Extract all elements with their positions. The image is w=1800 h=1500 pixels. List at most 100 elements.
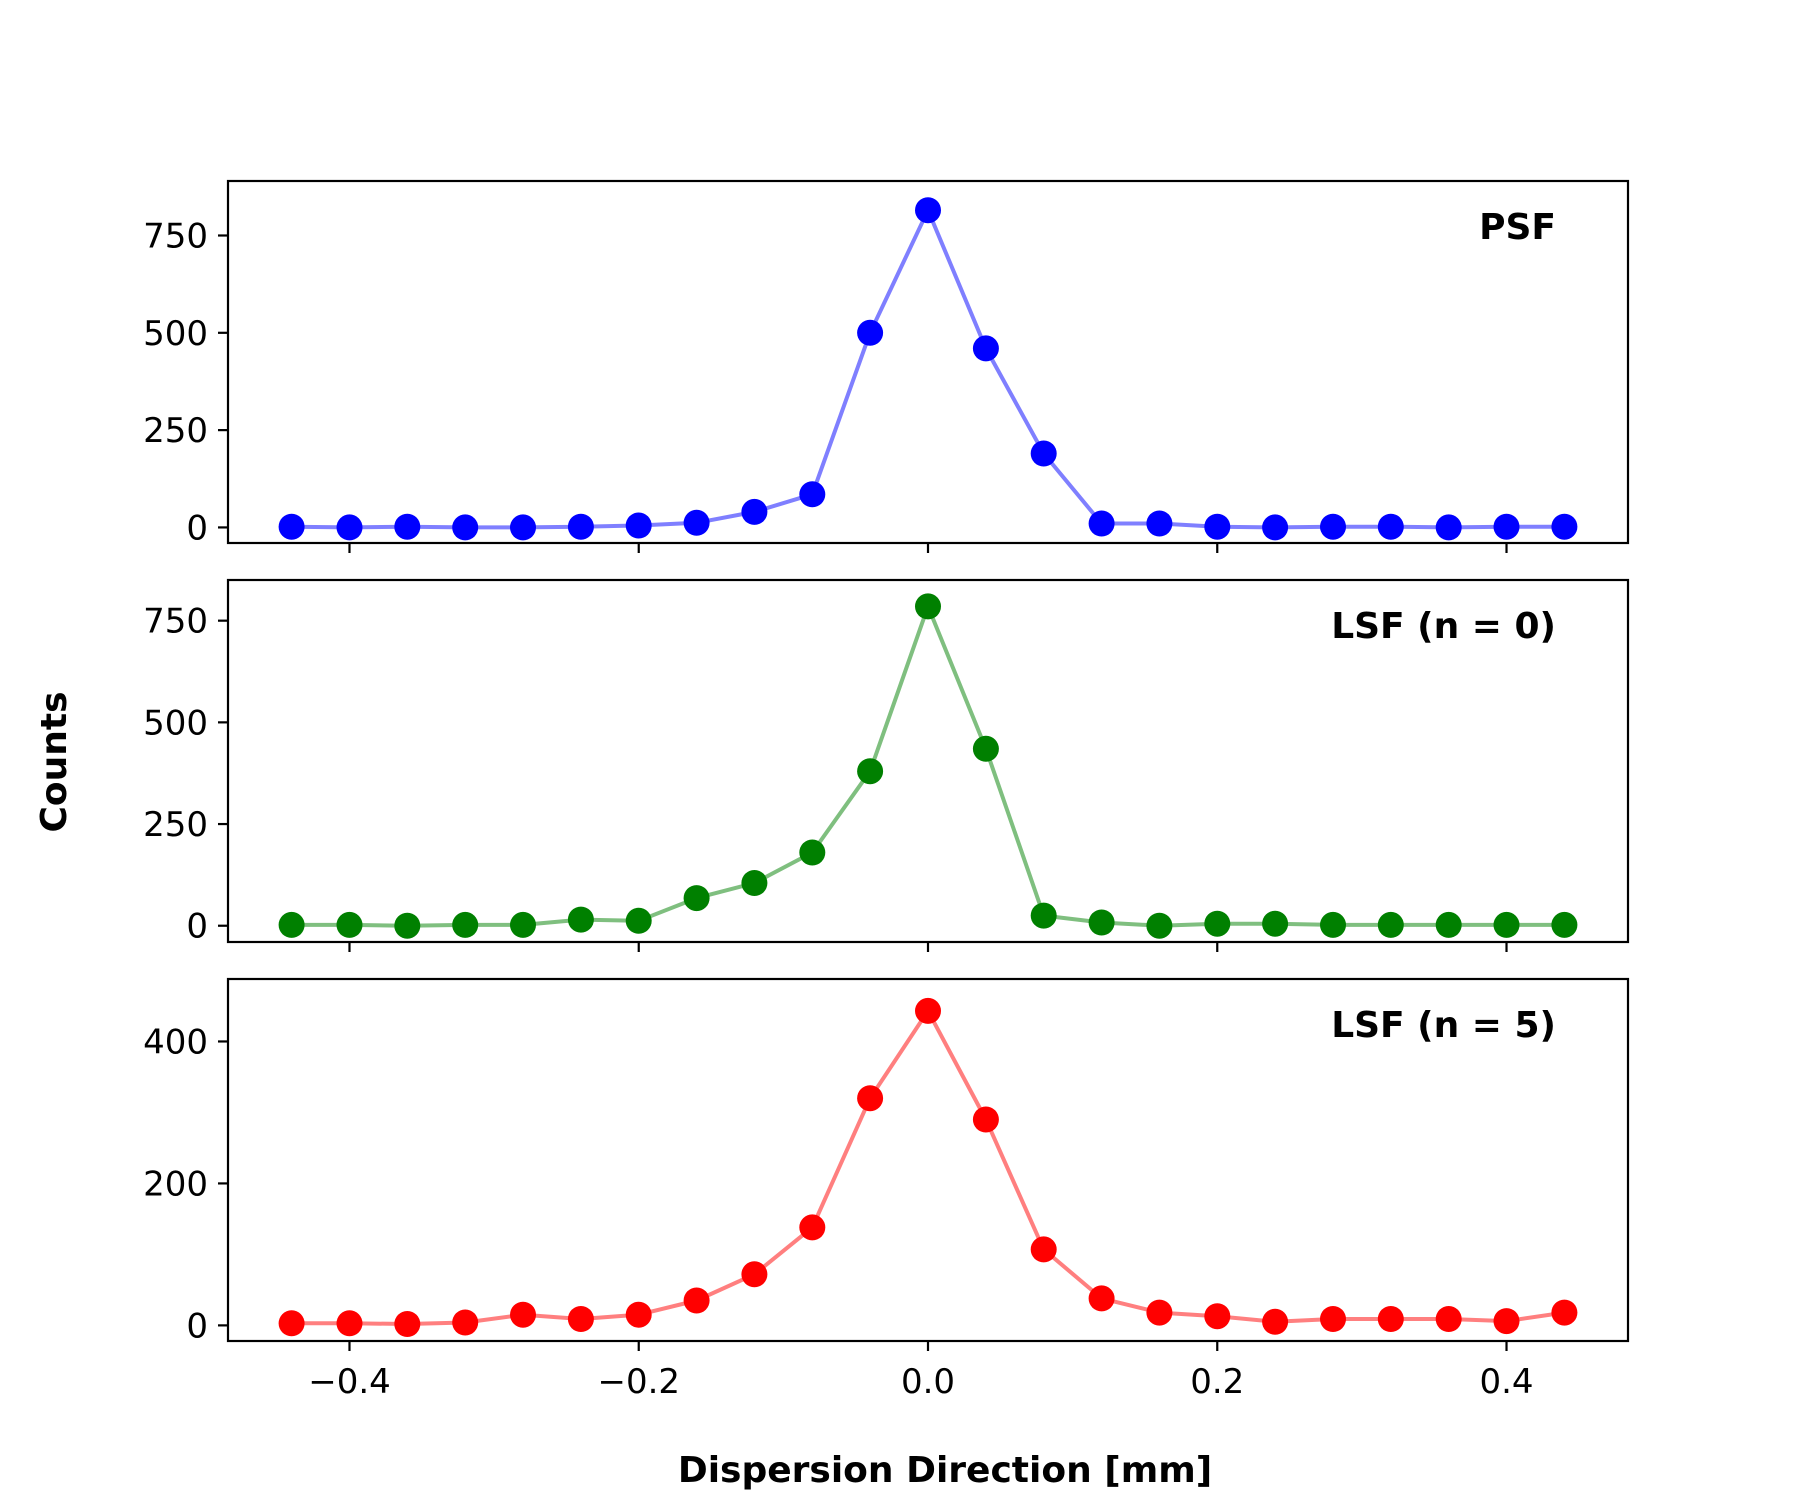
data-point bbox=[683, 509, 710, 536]
data-point bbox=[278, 1310, 305, 1337]
y-tick-labels-lsf-n5: 0 200 400 bbox=[143, 1022, 208, 1346]
data-point bbox=[1030, 902, 1057, 929]
data-point bbox=[452, 1309, 479, 1336]
data-point bbox=[1204, 1303, 1231, 1330]
data-point bbox=[741, 1261, 768, 1288]
data-point bbox=[857, 758, 884, 785]
x-tick-label: 0.2 bbox=[1190, 1362, 1244, 1402]
data-point bbox=[510, 1301, 536, 1328]
data-point bbox=[915, 197, 941, 224]
data-point bbox=[1377, 911, 1404, 938]
data-point bbox=[394, 912, 421, 939]
data-point bbox=[567, 1306, 594, 1332]
data-point bbox=[1435, 514, 1462, 541]
data-point bbox=[799, 839, 826, 866]
y-tick-label: 500 bbox=[143, 703, 208, 743]
series-line bbox=[291, 1008, 1565, 1326]
axes-frame bbox=[226, 179, 1630, 545]
data-point bbox=[972, 1106, 999, 1133]
y-tick-label: 0 bbox=[186, 1306, 208, 1346]
y-tick-labels-psf: 0 250 500 750 bbox=[143, 216, 208, 548]
y-axis-title: Counts bbox=[34, 691, 75, 832]
data-point bbox=[567, 906, 594, 933]
data-point bbox=[336, 1310, 363, 1337]
panel-0 bbox=[218, 179, 1630, 553]
data-point bbox=[741, 870, 768, 896]
data-point bbox=[915, 997, 941, 1024]
panel-label-lsf-n5: LSF (n = 5) bbox=[1331, 1005, 1556, 1046]
data-point bbox=[278, 911, 305, 938]
data-point bbox=[1030, 1236, 1057, 1263]
data-point bbox=[625, 907, 652, 934]
data-point bbox=[1204, 513, 1231, 540]
data-point bbox=[972, 335, 999, 362]
y-tick-label: 750 bbox=[143, 602, 208, 642]
data-point bbox=[972, 735, 999, 762]
y-tick-label: 250 bbox=[143, 411, 208, 451]
data-point bbox=[1435, 911, 1462, 938]
data-point bbox=[1262, 1308, 1289, 1335]
data-point bbox=[625, 512, 652, 539]
series-line bbox=[291, 208, 1565, 530]
data-point bbox=[857, 1085, 884, 1112]
y-tick-label: 250 bbox=[143, 805, 208, 845]
data-point bbox=[1320, 513, 1346, 540]
data-point bbox=[1320, 911, 1346, 938]
data-point bbox=[1435, 1306, 1462, 1332]
data-point bbox=[1493, 1308, 1520, 1335]
data-point bbox=[1493, 911, 1520, 938]
y-tick-label: 0 bbox=[186, 907, 208, 947]
y-tick-labels-lsf-n0: 0 250 500 750 bbox=[143, 602, 208, 947]
data-point bbox=[510, 514, 536, 541]
x-axis-title: Dispersion Direction [mm] bbox=[678, 1450, 1212, 1491]
data-point bbox=[1377, 1306, 1404, 1332]
data-point bbox=[683, 885, 710, 912]
panel-label-psf: PSF bbox=[1479, 207, 1556, 248]
y-tick-label: 500 bbox=[143, 314, 208, 354]
data-point bbox=[1204, 910, 1231, 937]
data-point bbox=[1320, 1306, 1346, 1332]
data-point bbox=[857, 319, 884, 346]
data-point bbox=[278, 513, 305, 540]
data-point bbox=[452, 514, 479, 541]
data-point bbox=[1030, 440, 1057, 467]
x-tick-label: −0.4 bbox=[308, 1362, 391, 1402]
data-point bbox=[1146, 912, 1173, 939]
data-point bbox=[683, 1287, 710, 1314]
panel-1 bbox=[218, 578, 1630, 952]
x-tick-label: 0.0 bbox=[901, 1362, 955, 1402]
data-point bbox=[1262, 910, 1289, 937]
data-point bbox=[336, 514, 363, 541]
data-point bbox=[1146, 510, 1173, 537]
data-point bbox=[394, 1311, 421, 1337]
panel-label-lsf-n0: LSF (n = 0) bbox=[1331, 606, 1556, 647]
data-point bbox=[452, 911, 479, 938]
data-point bbox=[1146, 1299, 1173, 1326]
data-point bbox=[394, 513, 421, 540]
data-point bbox=[510, 911, 536, 938]
data-point bbox=[1088, 510, 1115, 537]
y-tick-label: 0 bbox=[186, 508, 208, 548]
data-point bbox=[915, 593, 941, 620]
y-tick-label: 200 bbox=[143, 1164, 208, 1204]
data-point bbox=[1493, 513, 1520, 540]
y-tick-label: 400 bbox=[143, 1022, 208, 1062]
data-point bbox=[1262, 514, 1289, 541]
data-point bbox=[1377, 513, 1404, 540]
data-point bbox=[567, 513, 594, 540]
data-point bbox=[1551, 911, 1578, 938]
x-tick-labels: −0.4 −0.2 0.0 0.2 0.4 bbox=[308, 1362, 1533, 1402]
series-line bbox=[291, 604, 1565, 928]
y-tick-label: 750 bbox=[143, 216, 208, 256]
data-point bbox=[625, 1301, 652, 1328]
data-point bbox=[1551, 513, 1578, 540]
data-point bbox=[741, 498, 768, 525]
panel-2 bbox=[218, 977, 1630, 1351]
data-point bbox=[336, 911, 363, 938]
data-point bbox=[799, 481, 826, 508]
x-tick-label: −0.2 bbox=[597, 1362, 680, 1402]
data-point bbox=[799, 1214, 826, 1241]
data-point bbox=[1088, 909, 1115, 936]
panels-group bbox=[218, 179, 1630, 1351]
